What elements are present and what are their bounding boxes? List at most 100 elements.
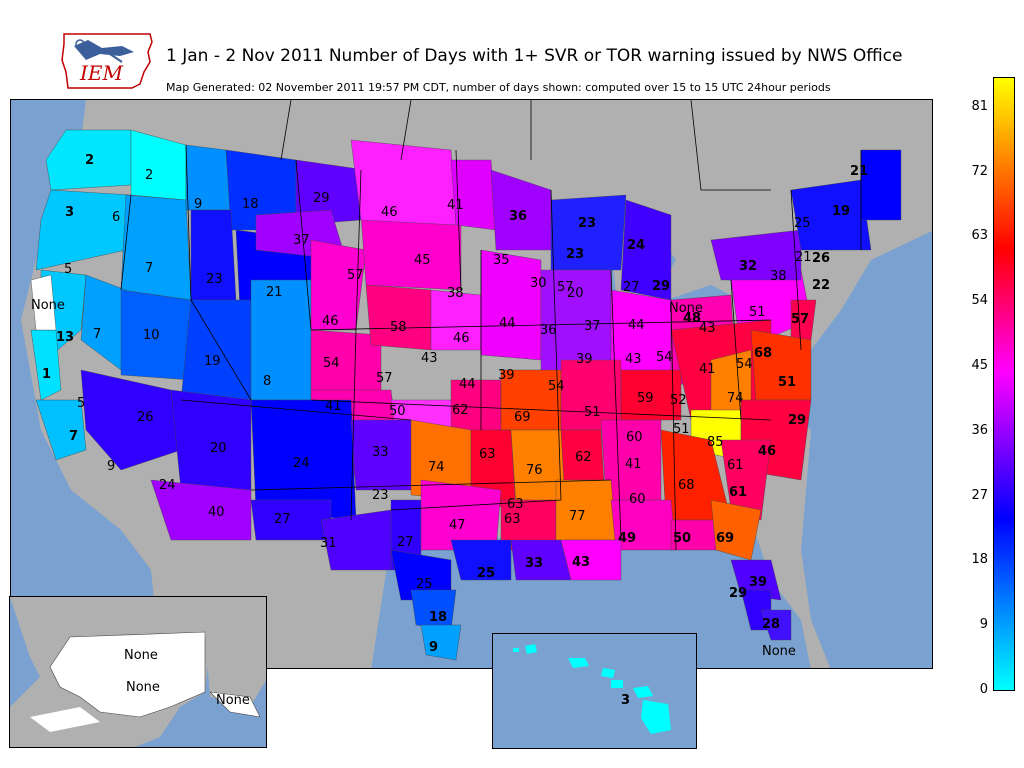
region-label: 69 xyxy=(514,410,531,425)
alaska-label-north: None xyxy=(124,648,158,663)
region-label: 2 xyxy=(145,168,153,183)
alaska-label-southeast: None xyxy=(216,693,250,708)
colorbar-tick-label: 63 xyxy=(971,228,988,244)
region-label: 29 xyxy=(729,586,747,601)
alaska-label-central: None xyxy=(126,680,160,695)
colorbar-tick-label: 27 xyxy=(971,487,988,503)
region-label: 27 xyxy=(623,280,640,295)
region-label: 2 xyxy=(85,153,94,168)
colorbar-tick-label: 54 xyxy=(971,293,988,309)
region-label: 9 xyxy=(107,459,115,474)
region-label: 40 xyxy=(208,505,225,520)
region-label: 18 xyxy=(429,610,447,625)
region-label: 36 xyxy=(540,323,557,338)
region-label: 25 xyxy=(794,216,811,231)
region-label: 41 xyxy=(447,198,464,213)
region-label: 25 xyxy=(416,577,433,592)
region-label: 38 xyxy=(770,269,787,284)
region-label: 28 xyxy=(762,617,780,632)
region-label: 77 xyxy=(569,509,586,524)
region-label: 37 xyxy=(584,319,601,334)
region-label: 85 xyxy=(707,435,724,450)
region-label: 45 xyxy=(414,253,431,268)
region-label: 29 xyxy=(313,191,330,206)
region-label: 5 xyxy=(64,262,72,277)
region-label: 68 xyxy=(754,346,772,361)
region-label: 23 xyxy=(566,247,584,262)
colorbar-tick-label: 9 xyxy=(979,617,988,633)
region-label: 30 xyxy=(530,276,547,291)
region-label: 44 xyxy=(499,316,516,331)
region-label: None xyxy=(31,298,65,313)
region-label: 20 xyxy=(210,441,227,456)
region-label: 9 xyxy=(194,197,202,212)
region-label: 57 xyxy=(557,280,574,295)
colorbar-tick-label: 72 xyxy=(971,163,988,179)
colorbar-tick-label: 45 xyxy=(971,358,988,373)
region-label: 63 xyxy=(479,447,496,462)
region-label: 54 xyxy=(736,357,753,372)
region-label: 69 xyxy=(716,531,734,546)
region-label: 46 xyxy=(453,331,470,346)
region-label: 27 xyxy=(397,535,414,550)
region-label: 7 xyxy=(145,261,153,276)
region-label: 5 xyxy=(77,396,85,411)
region-label: 43 xyxy=(572,555,590,570)
region-label: 21 xyxy=(850,164,868,179)
region-label: 29 xyxy=(788,413,806,428)
region-label: 50 xyxy=(389,404,406,419)
region-label: 68 xyxy=(678,478,695,493)
region-label: 47 xyxy=(449,518,466,533)
region-label: 6 xyxy=(112,210,120,225)
region-label: None xyxy=(762,644,796,659)
region-label: 7 xyxy=(69,429,78,444)
region-label: 27 xyxy=(274,512,291,527)
region-label: 24 xyxy=(293,456,310,471)
region-label: 51 xyxy=(749,305,766,320)
region-label: 38 xyxy=(447,286,464,301)
region-label: 19 xyxy=(832,204,850,219)
colorbar-tick-label: 81 xyxy=(971,98,988,114)
region-label: 63 xyxy=(507,497,524,512)
region-label: 60 xyxy=(626,430,643,445)
region-label: 24 xyxy=(159,478,176,493)
region-label: 35 xyxy=(493,253,510,268)
colorbar-tick-label: 36 xyxy=(971,422,988,438)
region-label: 1 xyxy=(42,367,51,382)
region-label: 39 xyxy=(576,352,593,367)
colorbar xyxy=(993,77,1015,691)
region-label: 26 xyxy=(812,251,830,266)
region-label: 59 xyxy=(637,391,654,406)
region-label: 54 xyxy=(548,379,565,394)
region-label: 36 xyxy=(509,209,527,224)
region-label: 54 xyxy=(323,356,340,371)
region-label: 57 xyxy=(347,268,364,283)
region-label: 61 xyxy=(727,458,744,473)
region-label: 43 xyxy=(421,351,438,366)
region-label: 10 xyxy=(143,328,160,343)
region-label: 74 xyxy=(428,460,445,475)
region-label: 51 xyxy=(778,375,796,390)
region-label: 32 xyxy=(739,259,757,274)
region-label: 41 xyxy=(325,399,342,414)
region-label: 62 xyxy=(575,450,592,465)
region-label: 43 xyxy=(699,321,716,336)
region-label: 57 xyxy=(376,371,393,386)
region-label: 52 xyxy=(670,393,687,408)
region-label: 9 xyxy=(429,640,438,655)
region-label: 44 xyxy=(628,318,645,333)
region-label: 13 xyxy=(56,330,74,345)
region-label: 41 xyxy=(625,457,642,472)
region-label: 51 xyxy=(673,422,690,437)
region-label: 74 xyxy=(727,391,744,406)
region-label: 33 xyxy=(372,445,389,460)
region-label: 63 xyxy=(504,512,521,527)
region-label: 62 xyxy=(452,403,469,418)
region-label: 54 xyxy=(656,350,673,365)
region-label: 33 xyxy=(525,556,543,571)
region-label: 26 xyxy=(137,410,154,425)
region-label: 60 xyxy=(629,492,646,507)
region-label: 23 xyxy=(206,272,223,287)
region-label: 49 xyxy=(618,531,636,546)
logo-text: IEM xyxy=(79,61,124,85)
